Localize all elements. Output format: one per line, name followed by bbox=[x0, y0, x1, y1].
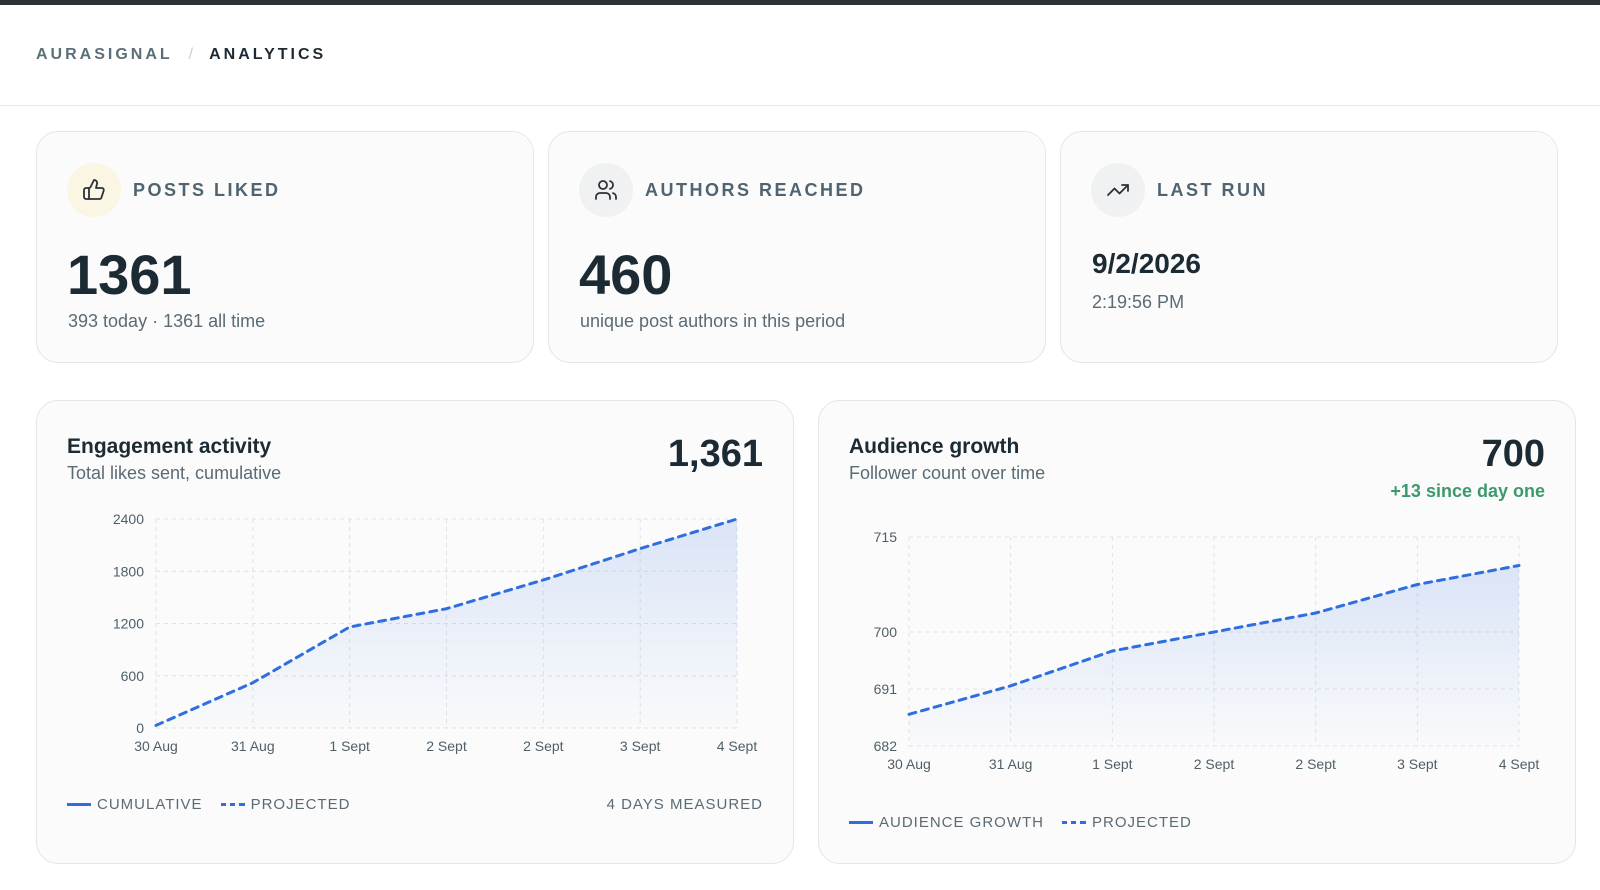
engagement-data-point-1 bbox=[251, 681, 255, 685]
engagement-chart-title: Engagement activity bbox=[67, 435, 272, 458]
audience-data-point-3 bbox=[1212, 630, 1216, 634]
engagement-chart-card: Engagement activity Total likes sent, cu… bbox=[36, 400, 794, 864]
engagement-xtick-label: 1 Sept bbox=[329, 738, 370, 754]
authors-reached-header: AUTHORS REACHED bbox=[579, 163, 866, 217]
legend-solid-swatch bbox=[67, 803, 91, 806]
legend-cumulative-label: CUMULATIVE bbox=[97, 796, 203, 813]
audience-data-point-4 bbox=[1314, 611, 1318, 615]
engagement-area-fill bbox=[156, 519, 737, 728]
engagement-xtick-label: 30 Aug bbox=[134, 738, 178, 754]
engagement-chart: 0 600 1200 1800 2400 30 Aug 31 Aug 1 Sept 2 Sept… bbox=[113, 511, 758, 754]
audience-xtick-label: 2 Sept bbox=[1295, 756, 1336, 772]
engagement-ytick-label: 0 bbox=[136, 720, 144, 736]
posts-liked-header: POSTS LIKED bbox=[67, 163, 281, 217]
audience-chart-subtitle: Follower count over time bbox=[849, 463, 1046, 483]
engagement-xtick-label: 3 Sept bbox=[620, 738, 661, 754]
legend-projected-label: PROJECTED bbox=[250, 796, 351, 813]
engagement-chart-subtitle: Total likes sent, cumulative bbox=[67, 463, 282, 483]
audience-ytick-label: 682 bbox=[874, 738, 898, 754]
audience-data-point-0 bbox=[907, 712, 911, 716]
legend-projected: PROJECTED bbox=[1062, 814, 1192, 831]
breadcrumb: AURASIGNAL / ANALYTICS bbox=[36, 46, 326, 64]
legend-cumulative: CUMULATIVE bbox=[67, 796, 203, 813]
audience-data-point-5 bbox=[1415, 583, 1419, 587]
posts-liked-card: POSTS LIKED 1361 393 today · 1361 all ti… bbox=[36, 131, 534, 363]
authors-reached-card: AUTHORS REACHED 460 unique post authors … bbox=[548, 131, 1046, 363]
audience-delta: +13 since day one bbox=[1390, 481, 1545, 501]
engagement-series-line-0 bbox=[154, 517, 739, 727]
legend-audience-growth: AUDIENCE GROWTH bbox=[849, 814, 1044, 831]
trending-up-icon bbox=[1091, 163, 1145, 217]
last-run-header: LAST RUN bbox=[1091, 163, 1268, 217]
posts-liked-label: POSTS LIKED bbox=[133, 179, 281, 200]
users-icon bbox=[579, 163, 633, 217]
audience-legend: AUDIENCE GROWTH PROJECTED bbox=[849, 814, 1210, 831]
legend-projected: PROJECTED bbox=[220, 796, 351, 813]
legend-solid-swatch bbox=[849, 821, 873, 824]
engagement-ytick-label: 2400 bbox=[113, 511, 144, 527]
engagement-total: 1,361 bbox=[667, 433, 763, 475]
engagement-xtick-label: 2 Sept bbox=[426, 738, 467, 754]
posts-liked-subtitle: 393 today · 1361 all time bbox=[68, 311, 266, 331]
audience-ytick-label: 691 bbox=[874, 681, 898, 697]
legend-dashed-swatch bbox=[1062, 821, 1086, 824]
breadcrumb-separator: / bbox=[188, 46, 194, 63]
audience-xtick-label: 31 Aug bbox=[989, 756, 1033, 772]
engagement-ytick-label: 600 bbox=[121, 668, 145, 684]
last-run-label: LAST RUN bbox=[1157, 179, 1268, 200]
audience-xtick-label: 4 Sept bbox=[1499, 756, 1540, 772]
engagement-data-point-3 bbox=[445, 607, 449, 611]
authors-reached-label: AUTHORS REACHED bbox=[645, 179, 866, 200]
engagement-xtick-label: 31 Aug bbox=[231, 738, 275, 754]
audience-xtick-label: 30 Aug bbox=[887, 756, 931, 772]
last-run-time: 2:19:56 PM bbox=[1092, 292, 1185, 312]
audience-xtick-label: 1 Sept bbox=[1092, 756, 1133, 772]
top-accent-bar bbox=[0, 0, 1600, 5]
audience-xtick-label: 3 Sept bbox=[1397, 756, 1438, 772]
engagement-data-point-2 bbox=[348, 625, 352, 629]
audience-data-point-2 bbox=[1110, 649, 1114, 653]
audience-chart-card: Audience growth Follower count over time… bbox=[818, 400, 1576, 864]
audience-series-line-0 bbox=[907, 564, 1521, 716]
last-run-card: LAST RUN 9/2/2026 2:19:56 PM bbox=[1060, 131, 1558, 363]
authors-reached-value: 460 bbox=[579, 243, 673, 306]
audience-ytick-label: 715 bbox=[874, 529, 898, 545]
legend-audience-growth-label: AUDIENCE GROWTH bbox=[879, 814, 1044, 831]
page-header: AURASIGNAL / ANALYTICS bbox=[0, 5, 1600, 106]
audience-chart: 682 691 700 715 30 Aug 31 Aug 1 Sept 2 Sept 2 Se… bbox=[874, 529, 1540, 772]
engagement-data-point-0 bbox=[154, 723, 158, 727]
engagement-ytick-label: 1200 bbox=[113, 616, 144, 632]
engagement-data-point-6 bbox=[735, 517, 739, 521]
engagement-data-point-4 bbox=[541, 578, 545, 582]
audience-chart-title: Audience growth bbox=[849, 435, 1020, 458]
thumbs-up-icon bbox=[67, 163, 121, 217]
authors-reached-subtitle: unique post authors in this period bbox=[580, 311, 846, 331]
audience-total: 700 bbox=[1481, 433, 1545, 475]
legend-dashed-swatch bbox=[220, 803, 245, 806]
engagement-days-measured: 4 DAYS MEASURED bbox=[606, 796, 763, 813]
audience-xtick-label: 2 Sept bbox=[1194, 756, 1235, 772]
audience-data-point-6 bbox=[1517, 564, 1521, 568]
legend-projected-label: PROJECTED bbox=[1092, 814, 1192, 831]
audience-data-point-1 bbox=[1009, 684, 1013, 688]
breadcrumb-root-link[interactable]: AURASIGNAL bbox=[36, 46, 173, 63]
audience-area-fill bbox=[909, 565, 1519, 746]
last-run-date: 9/2/2026 bbox=[1092, 248, 1201, 279]
audience-ytick-label: 700 bbox=[874, 624, 898, 640]
engagement-xtick-label: 2 Sept bbox=[523, 738, 564, 754]
engagement-data-point-5 bbox=[638, 547, 642, 551]
breadcrumb-current: ANALYTICS bbox=[209, 46, 327, 63]
posts-liked-value: 1361 bbox=[67, 243, 192, 306]
engagement-xtick-label: 4 Sept bbox=[717, 738, 758, 754]
engagement-ytick-label: 1800 bbox=[113, 563, 144, 579]
engagement-legend: CUMULATIVE PROJECTED bbox=[67, 796, 368, 813]
